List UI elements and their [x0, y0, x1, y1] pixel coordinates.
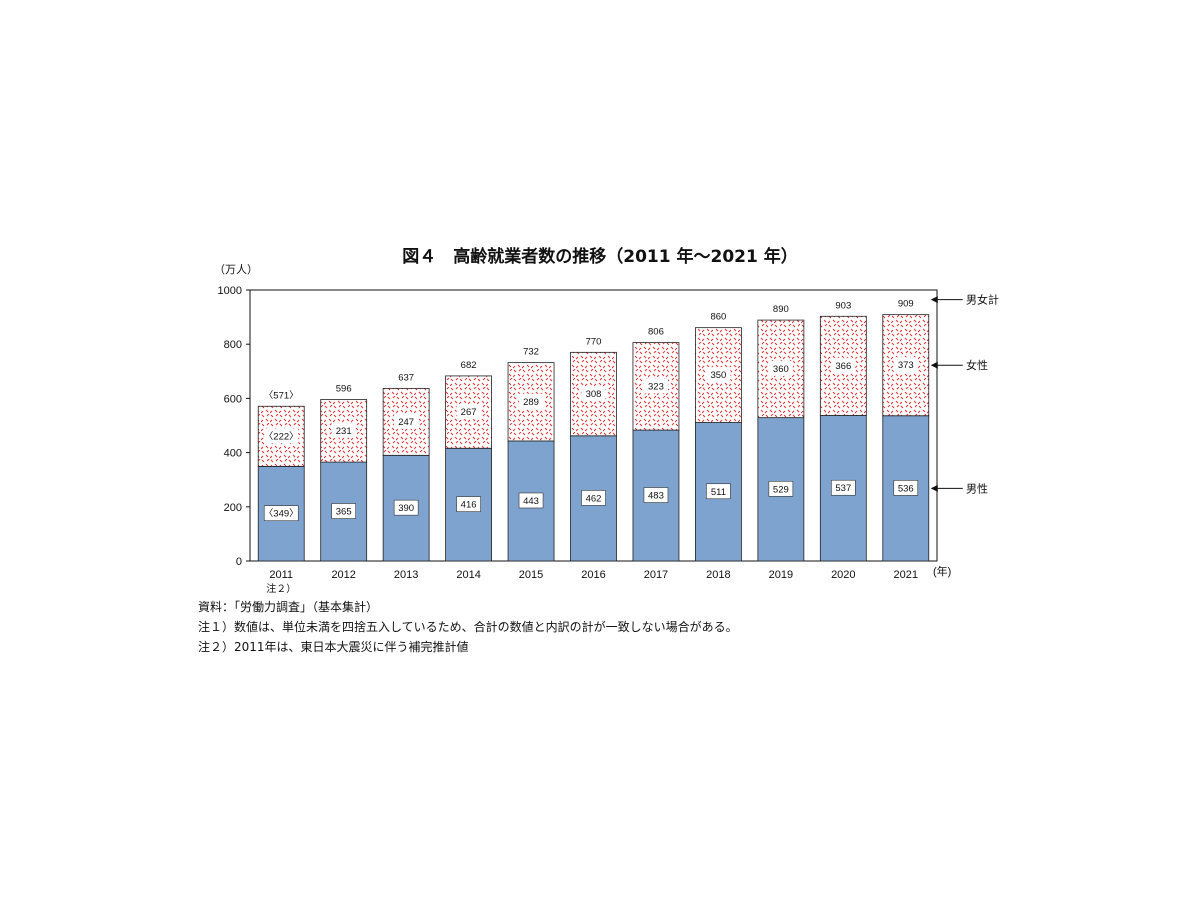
legend-total: 男女計	[966, 293, 999, 307]
female-value-label: 323	[648, 381, 664, 392]
male-value-box	[581, 490, 606, 506]
total-value-label: 903	[835, 300, 851, 311]
y-tick-label: 1000	[218, 285, 242, 297]
x-tick-label: 2011	[269, 569, 293, 581]
male-value-label: 443	[523, 496, 539, 507]
male-value-label: 365	[336, 507, 352, 518]
female-value-box	[831, 357, 856, 373]
male-value-box	[456, 496, 481, 512]
male-value-box	[331, 503, 356, 519]
male-value-label: 536	[898, 483, 914, 494]
total-value-label: 732	[523, 347, 539, 358]
total-value-label: 860	[710, 312, 726, 323]
x-tick-label: 2017	[644, 569, 668, 581]
total-value-label: 909	[898, 299, 914, 310]
female-value-box	[264, 428, 299, 444]
female-value-label: 〈222〉	[264, 431, 299, 442]
female-value-label: 289	[523, 397, 539, 408]
x-tick-sublabel: 注２）	[266, 582, 296, 595]
female-value-label: 308	[586, 389, 602, 400]
x-tick-label: 2013	[394, 569, 418, 581]
male-value-label: 390	[398, 503, 414, 514]
female-value-box	[768, 360, 793, 376]
total-value-label: 770	[586, 336, 602, 347]
y-tick-label: 800	[224, 339, 242, 351]
x-tick-label: 2019	[769, 569, 793, 581]
x-tick-label: 2021	[894, 569, 918, 581]
female-value-box	[893, 357, 918, 373]
legend-arrow-head	[930, 361, 938, 369]
x-tick-label: 2016	[581, 569, 605, 581]
male-value-box	[893, 480, 919, 496]
male-value-label: 537	[835, 483, 851, 494]
legend-female: 女性	[966, 358, 988, 372]
legend-arrow-head	[930, 484, 938, 492]
male-value-box	[518, 492, 544, 509]
source-note: 資料：「労働力調査」（基本集計）	[198, 600, 379, 614]
female-value-label: 366	[835, 361, 851, 372]
female-value-label: 373	[898, 360, 914, 371]
female-value-box	[519, 393, 544, 409]
x-tick-label: 2014	[456, 569, 480, 581]
female-value-box	[331, 422, 356, 438]
male-value-label: 416	[461, 500, 477, 511]
total-value-label: 806	[648, 327, 664, 338]
legend-male: 男性	[966, 481, 988, 495]
female-value-label: 247	[398, 417, 414, 428]
male-value-box	[263, 505, 299, 522]
y-tick-label: 0	[236, 556, 242, 568]
male-value-box	[831, 479, 856, 496]
male-value-label: 〈349〉	[264, 509, 299, 520]
male-value-label: 511	[711, 487, 726, 498]
x-tick-label: 2018	[706, 569, 730, 581]
total-value-label: 596	[336, 383, 352, 394]
female-value-box	[643, 378, 668, 394]
male-value-label: 529	[773, 484, 789, 495]
y-tick-label: 600	[224, 393, 242, 405]
female-value-box	[581, 386, 606, 402]
total-value-label: 〈571〉	[264, 390, 299, 401]
male-value-box	[706, 483, 731, 500]
male-value-box	[768, 481, 794, 497]
female-value-box	[456, 404, 481, 420]
y-axis-label: （万人）	[214, 263, 258, 276]
female-value-label: 350	[710, 370, 726, 381]
y-tick-label: 400	[224, 448, 242, 460]
total-value-label: 637	[398, 372, 414, 383]
total-value-label: 682	[461, 360, 477, 371]
note-2: 注２）2011年は、東日本大震災に伴う補完推計値	[198, 640, 469, 654]
note-1: 注１）数値は、単位未満を四捨五入しているため、合計の数値と内訳の計が一致しない場…	[198, 620, 738, 634]
male-value-label: 462	[586, 493, 602, 504]
female-value-box	[394, 413, 419, 429]
female-value-label: 267	[461, 407, 477, 418]
female-value-label: 360	[773, 364, 789, 375]
x-tick-label: 2020	[831, 569, 855, 581]
male-value-box	[393, 499, 419, 516]
total-value-label: 890	[773, 304, 789, 315]
male-value-label: 483	[648, 491, 664, 502]
legend-arrow-head	[930, 296, 938, 304]
x-tick-label: 2015	[519, 569, 543, 581]
y-tick-label: 200	[224, 502, 242, 514]
male-value-box	[643, 487, 669, 503]
x-tick-label: 2012	[331, 569, 355, 581]
female-value-label: 231	[336, 426, 352, 437]
chart-title: 図４ 高齢就業者数の推移（2011 年～2021 年）	[402, 246, 797, 267]
female-value-box	[706, 367, 731, 383]
x-axis-label: (年)	[933, 564, 951, 578]
